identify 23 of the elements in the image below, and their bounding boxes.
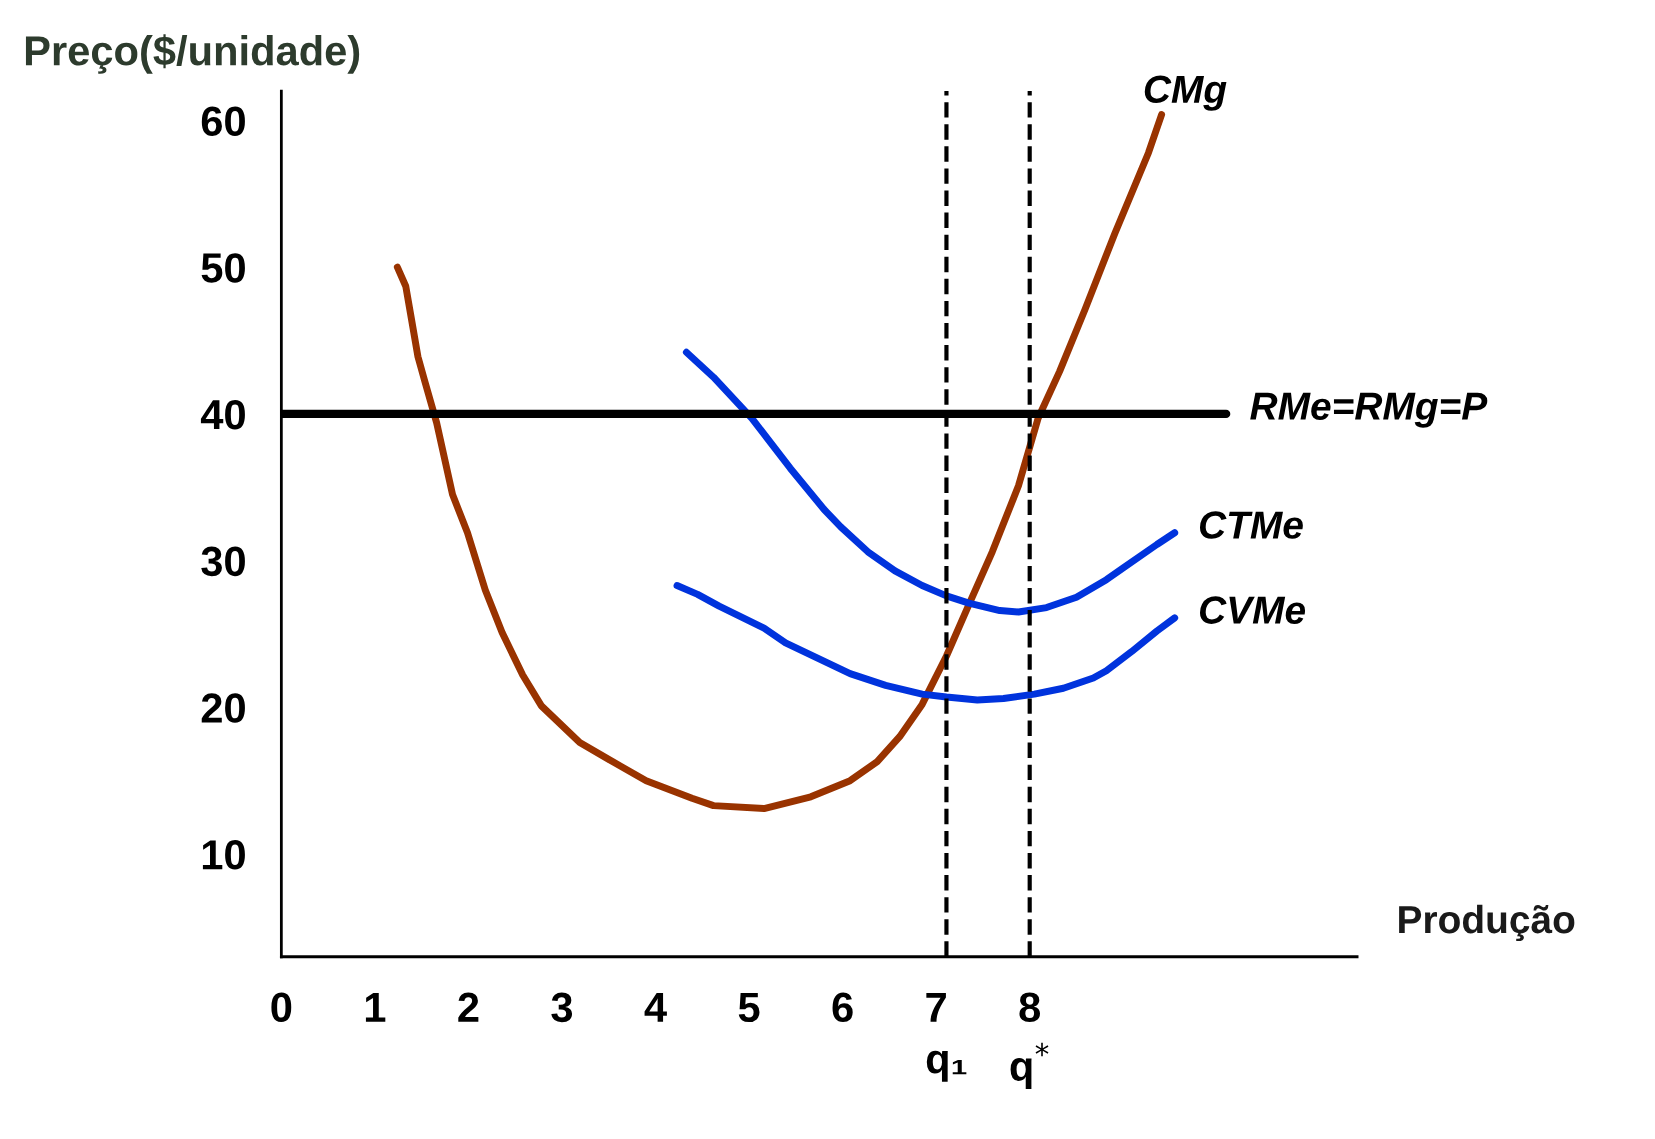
y-tick-label: 60 bbox=[201, 106, 245, 136]
x-tick-label: 6 bbox=[832, 992, 853, 1023]
series-label: CTMe bbox=[1199, 511, 1303, 539]
x-tick-label: 1 bbox=[365, 993, 386, 1022]
y-tick-label: 40 bbox=[200, 399, 245, 430]
y-tick-label: 10 bbox=[202, 840, 245, 870]
series-label: RMe=RMg=P bbox=[1250, 392, 1488, 428]
ref-line-label: q₁ bbox=[926, 1050, 967, 1082]
x-tick-label: 0 bbox=[271, 992, 292, 1023]
y-tick-label: 20 bbox=[201, 693, 245, 723]
x-tick-label: 8 bbox=[1019, 992, 1041, 1023]
y-tick-label: 30 bbox=[201, 546, 245, 577]
x-tick-label: 5 bbox=[738, 993, 760, 1023]
x-axis-title: Produção bbox=[1399, 904, 1575, 942]
ref-line-label: q$^{*}$ bbox=[1010, 1042, 1049, 1090]
series-label: CVMe bbox=[1199, 596, 1306, 624]
series-label: CMg bbox=[1144, 75, 1227, 111]
y-axis-title: Preço($/unidade) bbox=[25, 34, 360, 74]
x-tick-label: 3 bbox=[551, 992, 573, 1023]
x-tick-label: 4 bbox=[644, 993, 667, 1022]
y-tick-label: 50 bbox=[201, 253, 245, 283]
x-tick-label: 2 bbox=[458, 992, 479, 1022]
x-tick-label: 7 bbox=[926, 993, 946, 1022]
